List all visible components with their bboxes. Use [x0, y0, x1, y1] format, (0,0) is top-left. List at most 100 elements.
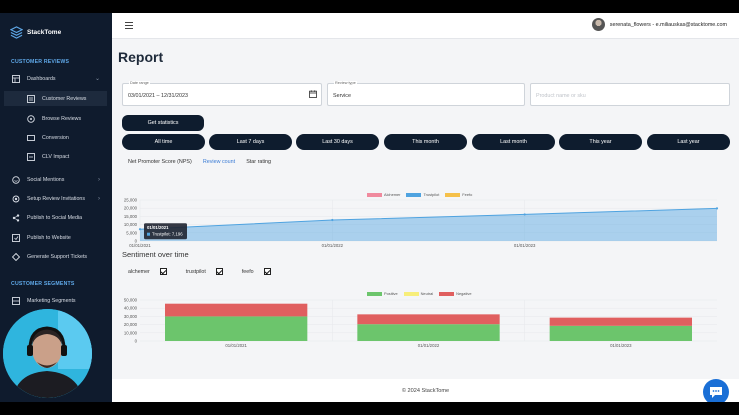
x-tick-label: 01/01/2021	[129, 243, 151, 248]
user-label: serenata_flowers - e.miliauskas@stacktom…	[609, 21, 727, 28]
chat-button[interactable]	[703, 379, 729, 402]
legend-item-positive[interactable]: Positive	[367, 291, 398, 296]
range-last-month-button[interactable]: Last month	[472, 134, 555, 150]
sidebar-item-dashboards[interactable]: Dashboards ⌄	[0, 71, 112, 86]
y-tick-label: 50,000	[124, 298, 138, 303]
series-area-trustpilot	[140, 208, 717, 241]
range-this-year-button[interactable]: This year	[559, 134, 642, 150]
sidebar-item-browse-reviews[interactable]: Browse Reviews	[0, 111, 112, 126]
legend-item-alchemer[interactable]: Alchemer	[367, 192, 400, 197]
section-heading-customer-reviews: CUSTOMER REVIEWS	[11, 59, 70, 65]
legend-item-feefo[interactable]: Feefo	[445, 192, 472, 197]
y-tick-label: 0	[135, 339, 138, 344]
bar-positive	[549, 325, 692, 341]
social-mentions-icon	[12, 175, 20, 184]
hamburger-menu-icon[interactable]	[125, 22, 133, 29]
brand-name: StackTome	[27, 29, 62, 36]
data-point	[715, 207, 719, 210]
range-all-time-button[interactable]: All time	[122, 134, 205, 150]
avatar	[591, 18, 605, 31]
sidebar-item-publish-website[interactable]: Publish to Website	[0, 230, 112, 245]
x-tick-label: 01/01/2021	[225, 343, 247, 348]
legend-item-trustpilot[interactable]: Trustpilot	[406, 192, 439, 197]
sentiment-title: Sentiment over time	[122, 250, 189, 259]
sidebar-item-label: Publish to Website	[27, 234, 71, 241]
tooltip-box	[144, 223, 187, 240]
data-point	[138, 228, 142, 231]
brand[interactable]: StackTome	[10, 26, 61, 39]
y-tick-label: 30,000	[124, 314, 138, 319]
review-type-value: Service	[333, 93, 351, 99]
range-last-7-days-button[interactable]: Last 7 days	[209, 134, 292, 150]
bar-negative	[549, 317, 692, 326]
main-content: Report Date range 03/01/2021 – 12/31/202…	[112, 39, 739, 379]
product-search-input[interactable]: Product name or sku	[530, 83, 730, 106]
chevron-right-icon: ›	[98, 176, 100, 183]
sidebar-item-label: Conversion	[42, 134, 69, 141]
dashboard-icon	[12, 74, 20, 83]
source-label-trustpilot: trustpilot	[185, 268, 206, 275]
sidebar-item-label: Browse Reviews	[42, 115, 82, 122]
y-tick-label: 40,000	[124, 306, 138, 311]
segments-icon	[12, 296, 20, 305]
legend-label: Feefo	[462, 192, 473, 197]
tab-nps[interactable]: Net Promoter Score (NPS)	[128, 159, 192, 165]
x-tick-label: 01/01/2023	[514, 243, 536, 248]
get-statistics-button[interactable]: Get statistics	[122, 115, 204, 131]
reviews-icon	[27, 94, 35, 103]
legend-label: Neutral	[420, 291, 434, 296]
user-menu[interactable]: serenata_flowers - e.miliauskas@stacktom…	[591, 18, 727, 31]
sidebar-item-customer-reviews[interactable]: Customer Reviews	[4, 91, 107, 106]
chevron-down-icon: ⌄	[94, 76, 100, 82]
sidebar-item-publish-social[interactable]: Publish to Social Media	[0, 210, 112, 225]
review-type-select[interactable]: Review type Service	[327, 81, 525, 106]
sidebar-item-clv-impact[interactable]: CLV Impact	[0, 149, 112, 164]
sidebar-item-marketing-segments[interactable]: Marketing Segments	[0, 293, 112, 308]
range-last-30-days-button[interactable]: Last 30 days	[296, 134, 379, 150]
source-label-alchemer: alchemer	[128, 268, 150, 275]
chat-icon	[710, 387, 722, 398]
y-tick-label: 20,000	[124, 206, 138, 211]
range-this-month-button[interactable]: This month	[384, 134, 467, 150]
sidebar-item-label: Marketing Segments	[27, 297, 76, 304]
x-tick-label: 01/01/2022	[418, 343, 440, 348]
y-tick-label: 5,000	[126, 230, 137, 235]
sidebar-item-setup-review-invitations[interactable]: Setup Review Invitations ›	[0, 191, 112, 206]
sidebar-item-label: Dashboards	[27, 75, 56, 82]
legend-item-negative[interactable]: Negative	[439, 291, 472, 296]
bar-positive	[357, 324, 500, 341]
sidebar-item-social-mentions[interactable]: Social Mentions ›	[0, 172, 112, 187]
website-icon	[12, 233, 20, 242]
alchemer-checkbox[interactable]	[159, 268, 167, 275]
date-range-field[interactable]: Date range 03/01/2021 – 12/31/2023	[122, 81, 322, 106]
series-line-trustpilot	[139, 207, 718, 230]
calendar-icon[interactable]	[309, 90, 317, 98]
sentiment-chart: 0 10,000 20,000 30,000 40,000 50,000 01/01/202…	[124, 298, 717, 348]
range-last-year-button[interactable]: Last year	[647, 134, 730, 150]
sidebar-item-conversion[interactable]: Conversion	[0, 130, 112, 145]
legend-label: Positive	[384, 291, 398, 296]
chevron-right-icon: ›	[98, 195, 100, 202]
trustpilot-checkbox[interactable]	[215, 268, 223, 275]
tooltip-text: Trustpilot: 7,196	[152, 232, 183, 237]
sidebar-item-label: CLV Impact	[42, 153, 70, 160]
y-tick-label: 0	[135, 239, 138, 244]
app-window: StackTome CUSTOMER REVIEWS Dashboards ⌄ …	[0, 13, 739, 402]
presenter-webcam	[3, 309, 92, 398]
date-range-label: Date range	[129, 81, 150, 85]
presenter-silhouette-icon	[3, 309, 92, 398]
y-tick-label: 20,000	[124, 322, 138, 327]
sidebar-item-support-tickets[interactable]: Generate Support Tickets	[0, 249, 112, 264]
tooltip-swatch	[147, 232, 150, 236]
y-tick-label: 25,000	[124, 198, 138, 203]
browse-icon	[27, 114, 35, 123]
legend-label: Alchemer	[384, 192, 401, 197]
y-tick-label: 15,000	[124, 214, 138, 219]
tab-review-count[interactable]: Review count	[202, 159, 236, 165]
sidebar-item-label: Setup Review Invitations	[27, 195, 86, 202]
tab-star-rating[interactable]: Star rating	[246, 159, 272, 165]
y-tick-label: 10,000	[124, 222, 138, 227]
conversion-icon	[27, 134, 35, 141]
legend-item-neutral[interactable]: Neutral	[403, 291, 434, 296]
feefo-checkbox[interactable]	[263, 268, 271, 275]
